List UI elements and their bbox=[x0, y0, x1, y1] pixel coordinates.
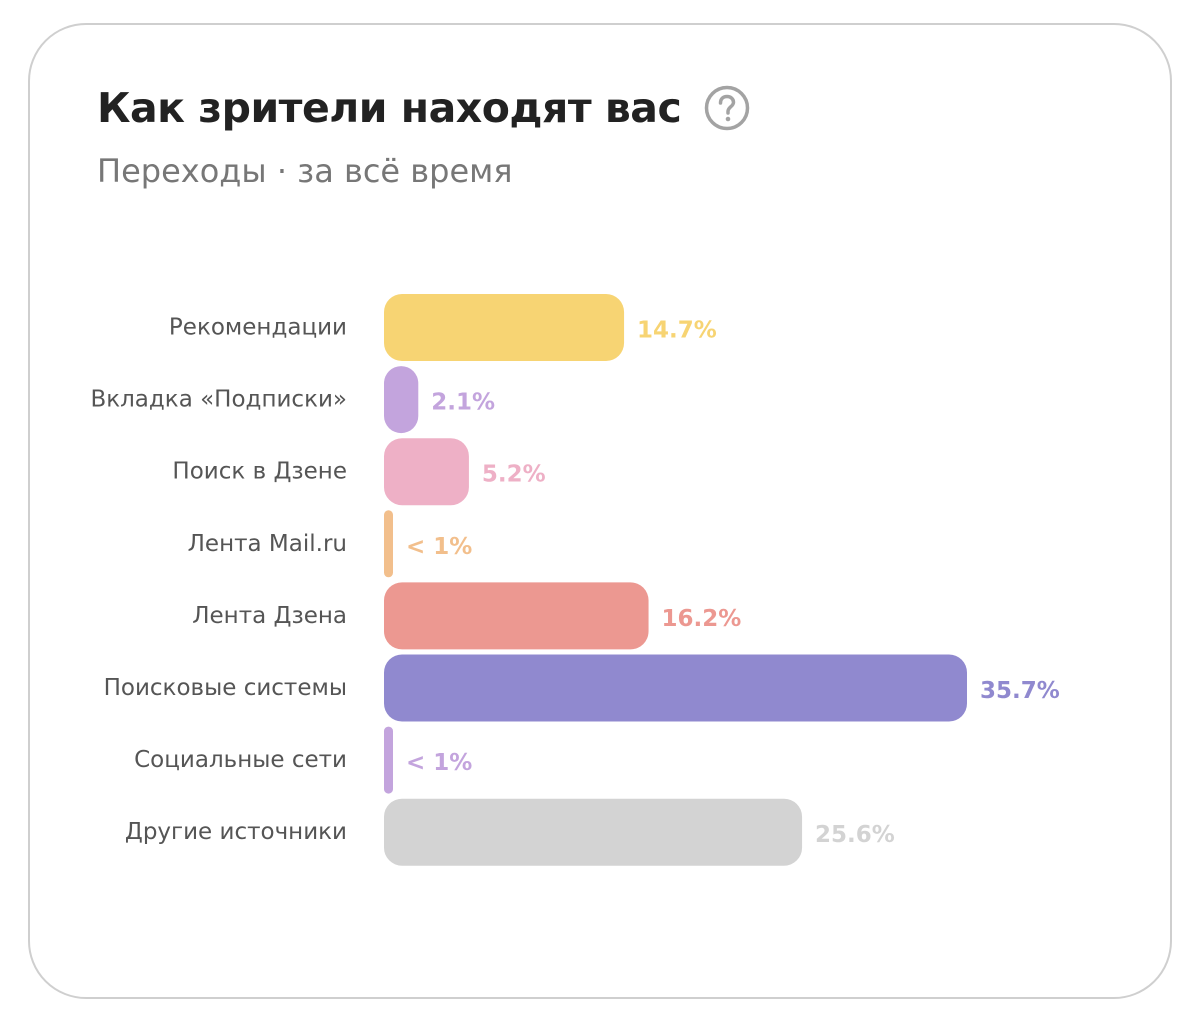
card-title: Как зрители находят вас bbox=[97, 84, 682, 132]
bar[interactable] bbox=[384, 654, 967, 722]
question-circle-icon[interactable] bbox=[703, 84, 751, 132]
value-label: 25.6% bbox=[815, 822, 895, 848]
value-label: 5.2% bbox=[482, 462, 546, 488]
category-label: Рекомендации bbox=[169, 315, 347, 341]
value-label: 14.7% bbox=[637, 318, 717, 344]
bar[interactable] bbox=[384, 726, 393, 794]
bar[interactable] bbox=[384, 294, 625, 361]
category-label: Лента Mail.ru bbox=[188, 531, 347, 557]
value-label: 35.7% bbox=[980, 678, 1060, 704]
category-label: Социальные сети bbox=[134, 747, 347, 773]
bar[interactable] bbox=[384, 366, 419, 434]
category-label: Вкладка «Подписки» bbox=[90, 387, 347, 413]
category-label: Поиск в Дзене bbox=[172, 459, 347, 485]
bar[interactable] bbox=[384, 798, 803, 866]
value-label: 16.2% bbox=[662, 606, 742, 632]
bar[interactable] bbox=[384, 582, 649, 650]
value-label: < 1% bbox=[406, 534, 472, 560]
category-label: Лента Дзена bbox=[192, 603, 347, 629]
value-label: < 1% bbox=[406, 750, 472, 776]
value-label: 2.1% bbox=[431, 390, 495, 416]
bar[interactable] bbox=[384, 510, 393, 578]
card-header: Как зрители находят вас bbox=[97, 84, 751, 132]
bar[interactable] bbox=[384, 438, 469, 506]
card-subtitle: Переходы · за всё время bbox=[97, 152, 513, 190]
category-label: Другие источники bbox=[125, 819, 347, 845]
category-label: Поисковые системы bbox=[104, 675, 347, 701]
